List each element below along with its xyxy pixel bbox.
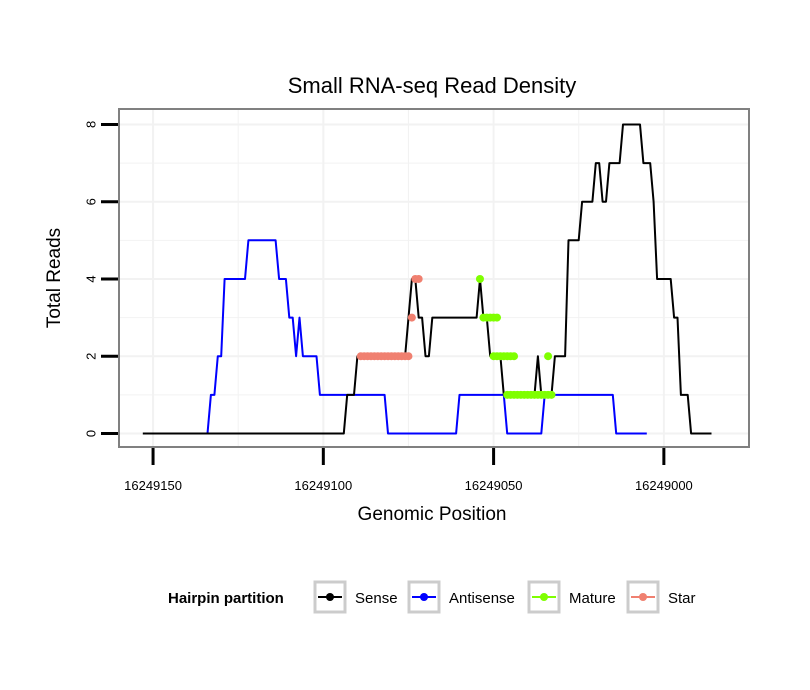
legend-label-mature: Mature	[569, 590, 616, 607]
y-tick-label: 0	[84, 430, 99, 437]
x-axis: 16249150 16249100 16249050 16249000	[124, 448, 693, 493]
x-tick-label: 16249050	[465, 478, 523, 493]
star-point	[404, 352, 413, 361]
chart-title: Small RNA-seq Read Density	[288, 73, 577, 98]
star-point	[414, 274, 423, 283]
mature-point	[547, 390, 556, 399]
legend-label-sense: Sense	[355, 590, 398, 607]
legend-title: Hairpin partition	[168, 590, 284, 607]
mature-point	[475, 274, 484, 283]
star-point	[407, 313, 416, 322]
x-tick-label: 16249150	[124, 478, 182, 493]
legend-key-point-antisense	[420, 593, 428, 601]
y-axis-title: Total Reads	[44, 228, 65, 328]
x-tick-label: 16249100	[294, 478, 352, 493]
y-tick-label: 8	[84, 121, 99, 128]
sense-series-line	[142, 123, 712, 435]
legend-key-point-mature	[540, 593, 548, 601]
x-axis-title: Genomic Position	[358, 504, 507, 525]
y-axis: 0 2 4 6 8	[84, 121, 118, 437]
legend-item-mature: Mature	[527, 580, 616, 614]
mature-point	[493, 313, 501, 322]
legend-label-antisense: Antisense	[449, 590, 515, 607]
legend: Hairpin partition Sense Antisense Mature St…	[168, 580, 696, 614]
legend-key-point-star	[639, 593, 647, 601]
legend-item-sense: Sense	[313, 580, 398, 614]
mature-point	[544, 352, 553, 361]
plot-panel-border	[118, 108, 750, 448]
x-tick-label: 16249000	[635, 478, 693, 493]
mature-point	[510, 352, 519, 361]
series-layer	[142, 123, 712, 435]
legend-label-star: Star	[668, 590, 696, 607]
y-tick-label: 2	[84, 353, 99, 360]
legend-item-antisense: Antisense	[407, 580, 515, 614]
legend-item-star: Star	[626, 580, 696, 614]
y-tick-label: 6	[84, 198, 99, 205]
legend-key-point-sense	[326, 593, 334, 601]
antisense-series-line	[206, 239, 647, 435]
y-tick-label: 4	[84, 275, 99, 282]
